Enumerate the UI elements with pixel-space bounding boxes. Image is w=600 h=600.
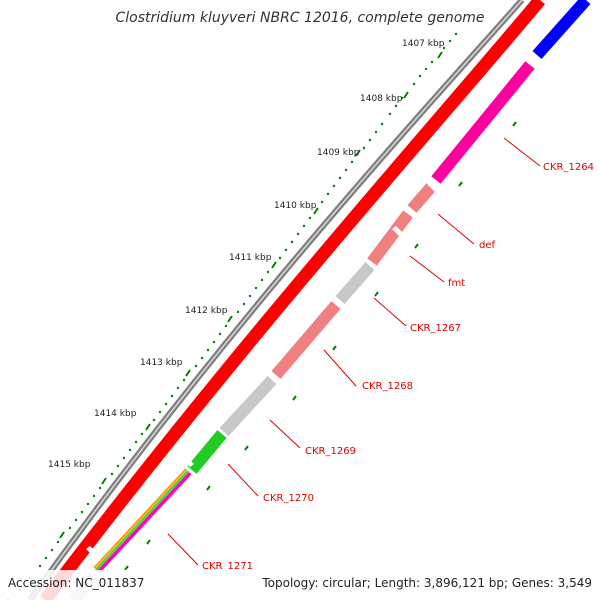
- genome-title: Clostridium kluyveri NBRC 12016, complet…: [115, 10, 484, 26]
- scale-major-ticks: [59, 51, 443, 539]
- scale-label-1408: 1408 kbp: [360, 94, 403, 104]
- grey-feature-2: [219, 375, 277, 437]
- accession-text: Accession: NC_011837: [8, 576, 144, 590]
- multi-color-feature: [96, 471, 192, 574]
- salmon-feature-2: [367, 210, 413, 266]
- green-feature: [187, 430, 227, 474]
- salmon-feature-3: [271, 301, 341, 379]
- cds-arrow-notches: [86, 158, 480, 559]
- scale-label-1409: 1409 kbp: [317, 148, 360, 158]
- forward-cds-band: [39, 0, 545, 600]
- gene-label-fmt[interactable]: fmt: [448, 278, 465, 289]
- grey-feature-1: [335, 262, 375, 304]
- genome-backbone: [27, 0, 525, 600]
- scale-label-1415: 1415 kbp: [48, 460, 91, 470]
- gene-label-ckr-1270[interactable]: CKR_1270: [263, 493, 314, 504]
- multi-color-feature-orange: [93, 468, 187, 569]
- gene-label-ckr-1269[interactable]: CKR_1269: [305, 446, 356, 457]
- genome-backbone-inner: [29, 0, 523, 600]
- gene-label-def[interactable]: def: [479, 240, 496, 251]
- scale-label-1412: 1412 kbp: [185, 306, 228, 316]
- scale-label-1414: 1414 kbp: [94, 409, 137, 419]
- blue-feature: [532, 0, 591, 59]
- scale-label-1413: 1413 kbp: [140, 358, 183, 368]
- magenta-feature: [431, 61, 535, 184]
- multi-color-feature-green: [94, 469, 190, 572]
- inner-ticks: [124, 121, 517, 571]
- salmon-feature-1: [407, 182, 437, 213]
- gene-label-ckr-1271[interactable]: CKR_1271: [202, 561, 253, 572]
- scale-label-1411: 1411 kbp: [229, 253, 272, 263]
- footer-background: [0, 570, 600, 600]
- gene-label-ckr-1264[interactable]: CKR_1264: [543, 162, 594, 173]
- scale-label-1407: 1407 kbp: [402, 39, 445, 49]
- gene-label-ckr-1267[interactable]: CKR_1267: [410, 323, 461, 334]
- gene-label-ckr-1268[interactable]: CKR_1268: [362, 381, 413, 392]
- gene-label-connectors: [167, 137, 541, 566]
- scale-label-1410: 1410 kbp: [274, 201, 317, 211]
- genome-summary-text: Topology: circular; Length: 3,896,121 bp…: [261, 576, 592, 590]
